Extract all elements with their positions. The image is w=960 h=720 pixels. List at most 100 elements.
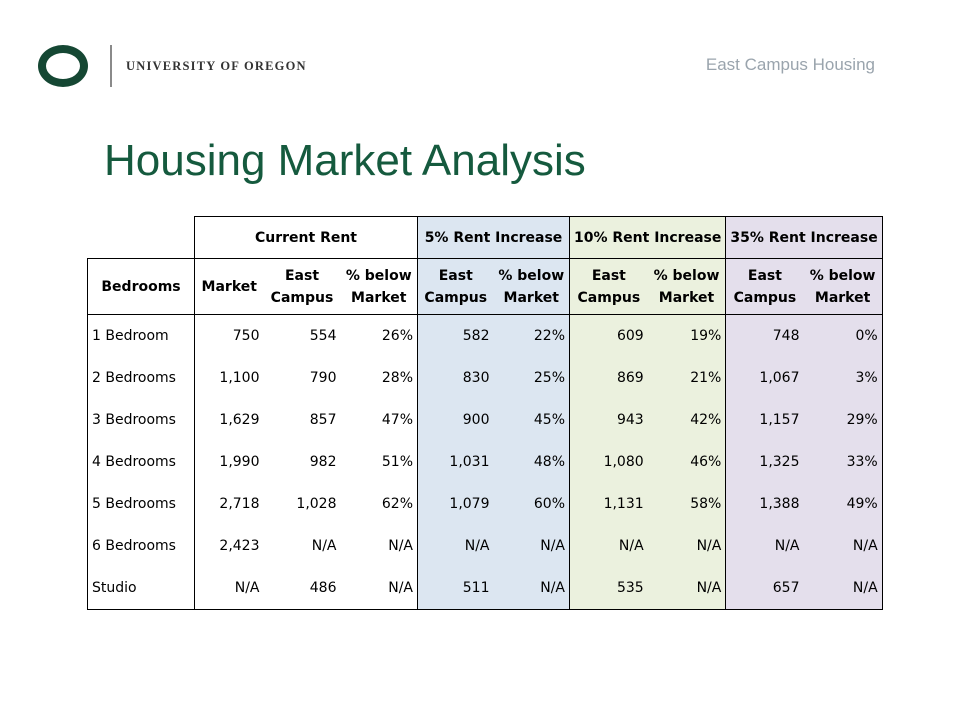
cell-market-rent: 750 [194,314,264,357]
table-body: 1 Bedroom 750 554 26% 582 22% 609 19% 748 0% 2 Bed… [87,314,883,610]
cell-market-rent: 2,718 [194,483,264,525]
cell-below-market-35pct: 3% [803,357,883,399]
cell-bedroom-type: 3 Bedrooms [87,399,195,441]
cell-below-market-35pct: 33% [803,441,883,483]
table-row: 5 Bedrooms 2,718 1,028 62% 1,079 60% 1,131 58% 1… [87,483,883,525]
col-header-east-campus: East Campus [725,258,804,315]
cell-east-campus-current: 1,028 [263,483,341,525]
cell-below-market-current: 26% [340,314,418,357]
col-header-below-market: % below Market [340,258,418,315]
cell-east-campus-10pct: N/A [569,525,648,567]
cell-below-market-10pct: 46% [647,441,727,483]
cell-below-market-10pct: N/A [647,567,727,610]
cell-east-campus-current: 982 [263,441,341,483]
cell-market-rent: 2,423 [194,525,264,567]
cell-below-market-current: 51% [340,441,418,483]
group-current-rent: Current Rent [194,216,418,259]
cell-bedroom-type: 4 Bedrooms [87,441,195,483]
cell-below-market-current: 62% [340,483,418,525]
col-header-bedrooms: Bedrooms [87,258,195,315]
cell-below-market-current: 28% [340,357,418,399]
cell-east-campus-35pct: N/A [725,525,804,567]
housing-market-table: Current Rent 5% Rent Increase 10% Rent I… [87,216,883,610]
cell-east-campus-5pct: 1,079 [417,483,494,525]
col-header-east-campus: East Campus [263,258,341,315]
cell-market-rent: N/A [194,567,264,610]
cell-bedroom-type: 5 Bedrooms [87,483,195,525]
page-title: Housing Market Analysis [104,136,586,185]
group-5-percent-increase: 5% Rent Increase [417,216,570,259]
cell-east-campus-10pct: 1,080 [569,441,648,483]
university-name: UNIVERSITY OF OREGON [126,58,307,73]
col-header-east-campus: East Campus [417,258,494,315]
cell-east-campus-10pct: 1,131 [569,483,648,525]
cell-east-campus-5pct: N/A [417,525,494,567]
cell-below-market-10pct: N/A [647,525,727,567]
cell-east-campus-35pct: 748 [725,314,804,357]
cell-below-market-10pct: 19% [647,314,727,357]
oregon-o-logo-icon [38,45,88,87]
cell-bedroom-type: Studio [87,567,195,610]
cell-below-market-current: N/A [340,567,418,610]
cell-below-market-current: 47% [340,399,418,441]
cell-below-market-5pct: 25% [493,357,570,399]
cell-below-market-10pct: 42% [647,399,727,441]
table-row: 2 Bedrooms 1,100 790 28% 830 25% 869 21% 1,067 3% [87,357,883,399]
cell-east-campus-5pct: 511 [417,567,494,610]
cell-below-market-35pct: 29% [803,399,883,441]
cell-below-market-5pct: 45% [493,399,570,441]
cell-east-campus-5pct: 900 [417,399,494,441]
col-header-below-market: % below Market [647,258,727,315]
cell-east-campus-5pct: 1,031 [417,441,494,483]
col-header-below-market: % below Market [493,258,570,315]
table-row: 3 Bedrooms 1,629 857 47% 900 45% 943 42% 1,157 29… [87,399,883,441]
cell-east-campus-35pct: 1,067 [725,357,804,399]
table-row: 1 Bedroom 750 554 26% 582 22% 609 19% 748 0% [87,314,883,357]
table-row: 6 Bedrooms 2,423 N/A N/A N/A N/A N/A N/A N/A N/A [87,525,883,567]
cell-east-campus-10pct: 535 [569,567,648,610]
group-35-percent-increase: 35% Rent Increase [725,216,883,259]
cell-below-market-35pct: 49% [803,483,883,525]
col-header-below-market: % below Market [803,258,883,315]
cell-east-campus-5pct: 582 [417,314,494,357]
cell-below-market-5pct: N/A [493,525,570,567]
cell-east-campus-current: 790 [263,357,341,399]
cell-east-campus-10pct: 943 [569,399,648,441]
cell-below-market-5pct: N/A [493,567,570,610]
cell-east-campus-10pct: 869 [569,357,648,399]
cell-bedroom-type: 2 Bedrooms [87,357,195,399]
cell-east-campus-current: 486 [263,567,341,610]
cell-below-market-10pct: 58% [647,483,727,525]
table-row: Studio N/A 486 N/A 511 N/A 535 N/A 657 N/A [87,567,883,610]
cell-below-market-10pct: 21% [647,357,727,399]
cell-east-campus-5pct: 830 [417,357,494,399]
col-header-east-campus: East Campus [569,258,648,315]
section-label: East Campus Housing [705,55,875,74]
cell-market-rent: 1,100 [194,357,264,399]
cell-market-rent: 1,629 [194,399,264,441]
cell-below-market-35pct: N/A [803,525,883,567]
cell-east-campus-10pct: 609 [569,314,648,357]
cell-below-market-5pct: 22% [493,314,570,357]
cell-below-market-35pct: N/A [803,567,883,610]
cell-below-market-5pct: 60% [493,483,570,525]
cell-bedroom-type: 1 Bedroom [87,314,195,357]
cell-east-campus-current: 857 [263,399,341,441]
cell-below-market-35pct: 0% [803,314,883,357]
logo-divider [110,45,112,87]
group-10-percent-increase: 10% Rent Increase [569,216,727,259]
cell-below-market-current: N/A [340,525,418,567]
cell-east-campus-35pct: 1,325 [725,441,804,483]
cell-east-campus-35pct: 657 [725,567,804,610]
cell-market-rent: 1,990 [194,441,264,483]
empty-corner-cell [88,217,195,259]
cell-below-market-5pct: 48% [493,441,570,483]
cell-east-campus-current: 554 [263,314,341,357]
cell-east-campus-current: N/A [263,525,341,567]
university-logo: UNIVERSITY OF OREGON [38,44,307,88]
cell-east-campus-35pct: 1,157 [725,399,804,441]
cell-east-campus-35pct: 1,388 [725,483,804,525]
table-row: 4 Bedrooms 1,990 982 51% 1,031 48% 1,080 46% 1,3… [87,441,883,483]
col-header-market: Market [194,258,264,315]
cell-bedroom-type: 6 Bedrooms [87,525,195,567]
